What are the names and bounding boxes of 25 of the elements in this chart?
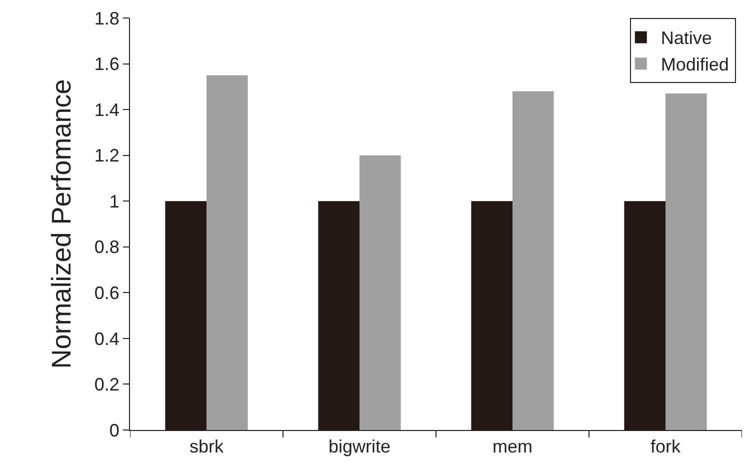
bar (360, 155, 401, 430)
bar (666, 94, 707, 430)
legend-label: Modified (660, 54, 729, 75)
x-tick-label: sbrk (189, 436, 224, 457)
bar (318, 201, 360, 430)
y-tick-label: 0.8 (94, 237, 120, 258)
y-tick-label: 0.6 (94, 282, 120, 303)
bar (206, 75, 248, 430)
legend-label: Native (660, 28, 712, 48)
y-axis-title: Normalized Perfomance (46, 79, 76, 369)
bar (624, 201, 666, 430)
y-tick-label: 1.8 (94, 8, 120, 28)
bar (165, 201, 206, 430)
y-tick-label: 1.2 (94, 146, 120, 166)
y-tick-label: 0 (109, 420, 120, 440)
y-tick-label: 0.4 (94, 328, 120, 349)
x-tick-label: bigwrite (328, 436, 391, 457)
y-tick-label: 0.2 (94, 374, 120, 395)
bar (512, 91, 554, 430)
y-tick-label: 1.6 (94, 54, 120, 74)
y-tick-label: 1 (109, 191, 120, 212)
x-tick-label: fork (650, 436, 682, 457)
bar (471, 201, 512, 430)
x-tick-label: mem (492, 436, 532, 457)
y-tick-label: 1.4 (94, 100, 120, 120)
